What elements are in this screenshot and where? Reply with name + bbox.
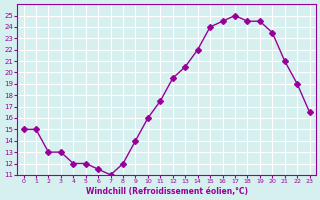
X-axis label: Windchill (Refroidissement éolien,°C): Windchill (Refroidissement éolien,°C) <box>85 187 248 196</box>
